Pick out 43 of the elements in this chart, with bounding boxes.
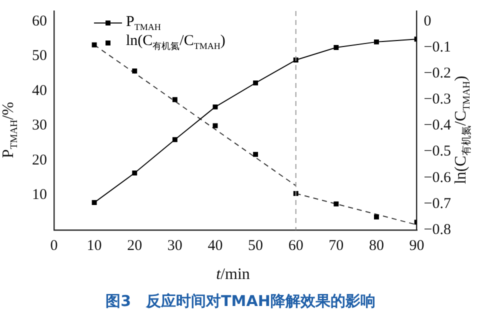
point	[92, 200, 97, 206]
y-tick-label: 40	[32, 82, 47, 99]
y2-tick-label: −0.1	[424, 39, 452, 56]
x-tick-label: 50	[248, 238, 264, 254]
point	[212, 104, 218, 110]
x-axis-title: t/min	[216, 266, 250, 284]
point	[172, 97, 178, 102]
x-tick-label: 70	[328, 238, 344, 254]
point	[212, 123, 218, 128]
point	[92, 42, 97, 48]
x-tick-label: 0	[50, 238, 58, 254]
x-tick-label: 30	[167, 238, 182, 254]
x-tick-label: 10	[86, 238, 102, 254]
point	[374, 214, 379, 220]
point	[334, 45, 339, 50]
point	[253, 80, 258, 86]
y2-tick-label: −0.8	[424, 222, 452, 238]
point	[132, 170, 138, 176]
x-tick-label: 40	[208, 238, 223, 254]
x-tick-label: 90	[409, 238, 424, 254]
y2-tick-label: −0.5	[424, 144, 452, 160]
y-tick-label: 10	[32, 187, 47, 204]
point	[172, 137, 178, 142]
y2-tick-label: −0.3	[424, 92, 452, 108]
point	[253, 152, 258, 157]
y2-tick-label: 0	[424, 13, 432, 30]
legend-label: P$_{TMAH}$	[126, 14, 161, 32]
x-tick-label: 60	[288, 238, 304, 254]
y-tick-label: 20	[32, 152, 47, 168]
y-tick-label: 30	[32, 118, 47, 134]
text: 图3 反应时间对TMAH降解效果的影响	[104, 292, 376, 311]
y2-tick-label: −0.2	[424, 66, 452, 82]
x-tick-label: 80	[368, 238, 384, 254]
legend-label: ln(C$_{有机氮}$/C$_{TMAH}$)	[126, 33, 226, 53]
y2-tick-label: −0.7	[424, 196, 452, 212]
y-tick-label: 50	[32, 48, 47, 64]
y2-tick-label: −0.6	[424, 170, 452, 186]
x-tick-label: 20	[127, 238, 142, 254]
point	[334, 201, 339, 206]
y2-tick-label: −0.4	[424, 118, 452, 134]
point	[132, 68, 138, 74]
point	[374, 39, 379, 44]
y-tick-label: 60	[32, 13, 47, 30]
